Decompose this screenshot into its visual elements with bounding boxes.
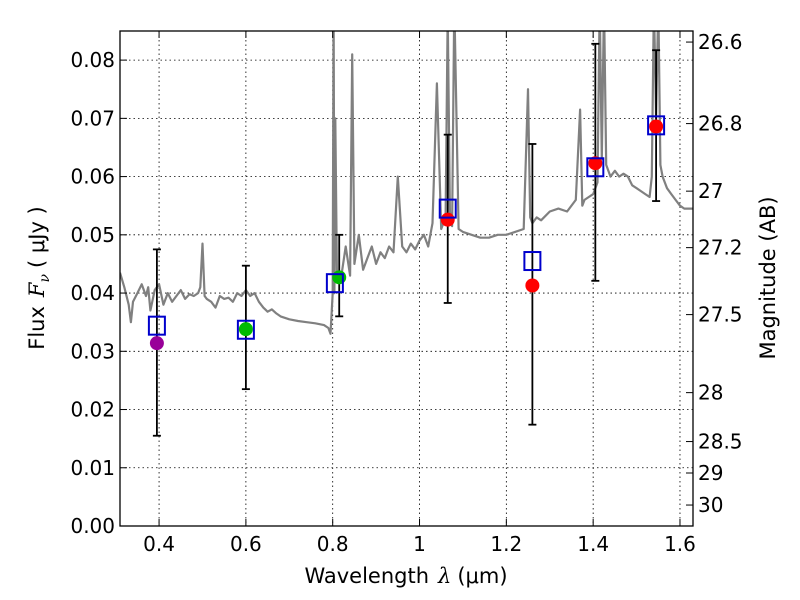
y2-tick-label: 28 — [698, 381, 723, 405]
x-axis-label: Wavelength λ (μm) — [304, 564, 507, 588]
observed-point — [238, 322, 253, 337]
y-axis-label: FluxFν( μJy ) — [25, 206, 53, 349]
observed-point — [525, 278, 540, 293]
y2-tick-label: 27.2 — [698, 236, 743, 260]
plot-frame — [119, 30, 694, 527]
model-point — [647, 115, 666, 136]
x-tick-label: 0.6 — [230, 532, 262, 556]
y2-tick-label: 26.8 — [698, 112, 743, 136]
model-point — [438, 198, 457, 219]
model-spectrum-line — [120, 31, 693, 335]
model-point — [325, 273, 344, 294]
x-tick-label: 0.4 — [143, 532, 175, 556]
y-tick-label: 0.08 — [70, 48, 115, 72]
plot-area — [120, 31, 693, 437]
observed-point — [649, 119, 664, 134]
y-tick-label: 0.07 — [70, 106, 115, 130]
y-tick-label: 0.05 — [70, 223, 115, 247]
y2-axis-label: Magnitude (AB) — [756, 196, 780, 359]
x-tick-label: 1.2 — [490, 532, 522, 556]
y-tick-label: 0.03 — [70, 339, 115, 363]
y2-tick-label: 26.6 — [698, 30, 743, 54]
observed-point — [588, 156, 603, 171]
y-tick-label: 0.06 — [70, 165, 115, 189]
y2-tick-label: 29 — [698, 461, 723, 485]
y-tick-label: 0.04 — [70, 281, 115, 305]
y2-tick-label: 28.5 — [698, 430, 743, 454]
y2-tick-label: 30 — [698, 493, 723, 517]
model-point — [586, 157, 605, 178]
observed-point — [332, 270, 347, 285]
x-tick-label: 1.4 — [577, 532, 609, 556]
ticks: 0.4 0.6 0.8 1 1.2 1.4 1.6 0.00 0.01 0.02 0.03 0.04 0… — [70, 30, 742, 556]
x-tick-label: 1.6 — [664, 532, 696, 556]
model-point — [523, 251, 542, 272]
x-tick-label: 0.8 — [317, 532, 349, 556]
y-tick-label: 0.02 — [70, 398, 115, 422]
model-point — [147, 315, 166, 336]
y2-tick-label: 27 — [698, 179, 723, 203]
y2-tick-label: 27.5 — [698, 303, 743, 327]
y-tick-label: 0.00 — [70, 514, 115, 538]
observed-point — [440, 212, 455, 227]
observed-point — [149, 336, 164, 351]
x-tick-label: 1 — [413, 532, 426, 556]
y-tick-label: 0.01 — [70, 456, 115, 480]
model-point — [236, 319, 255, 340]
